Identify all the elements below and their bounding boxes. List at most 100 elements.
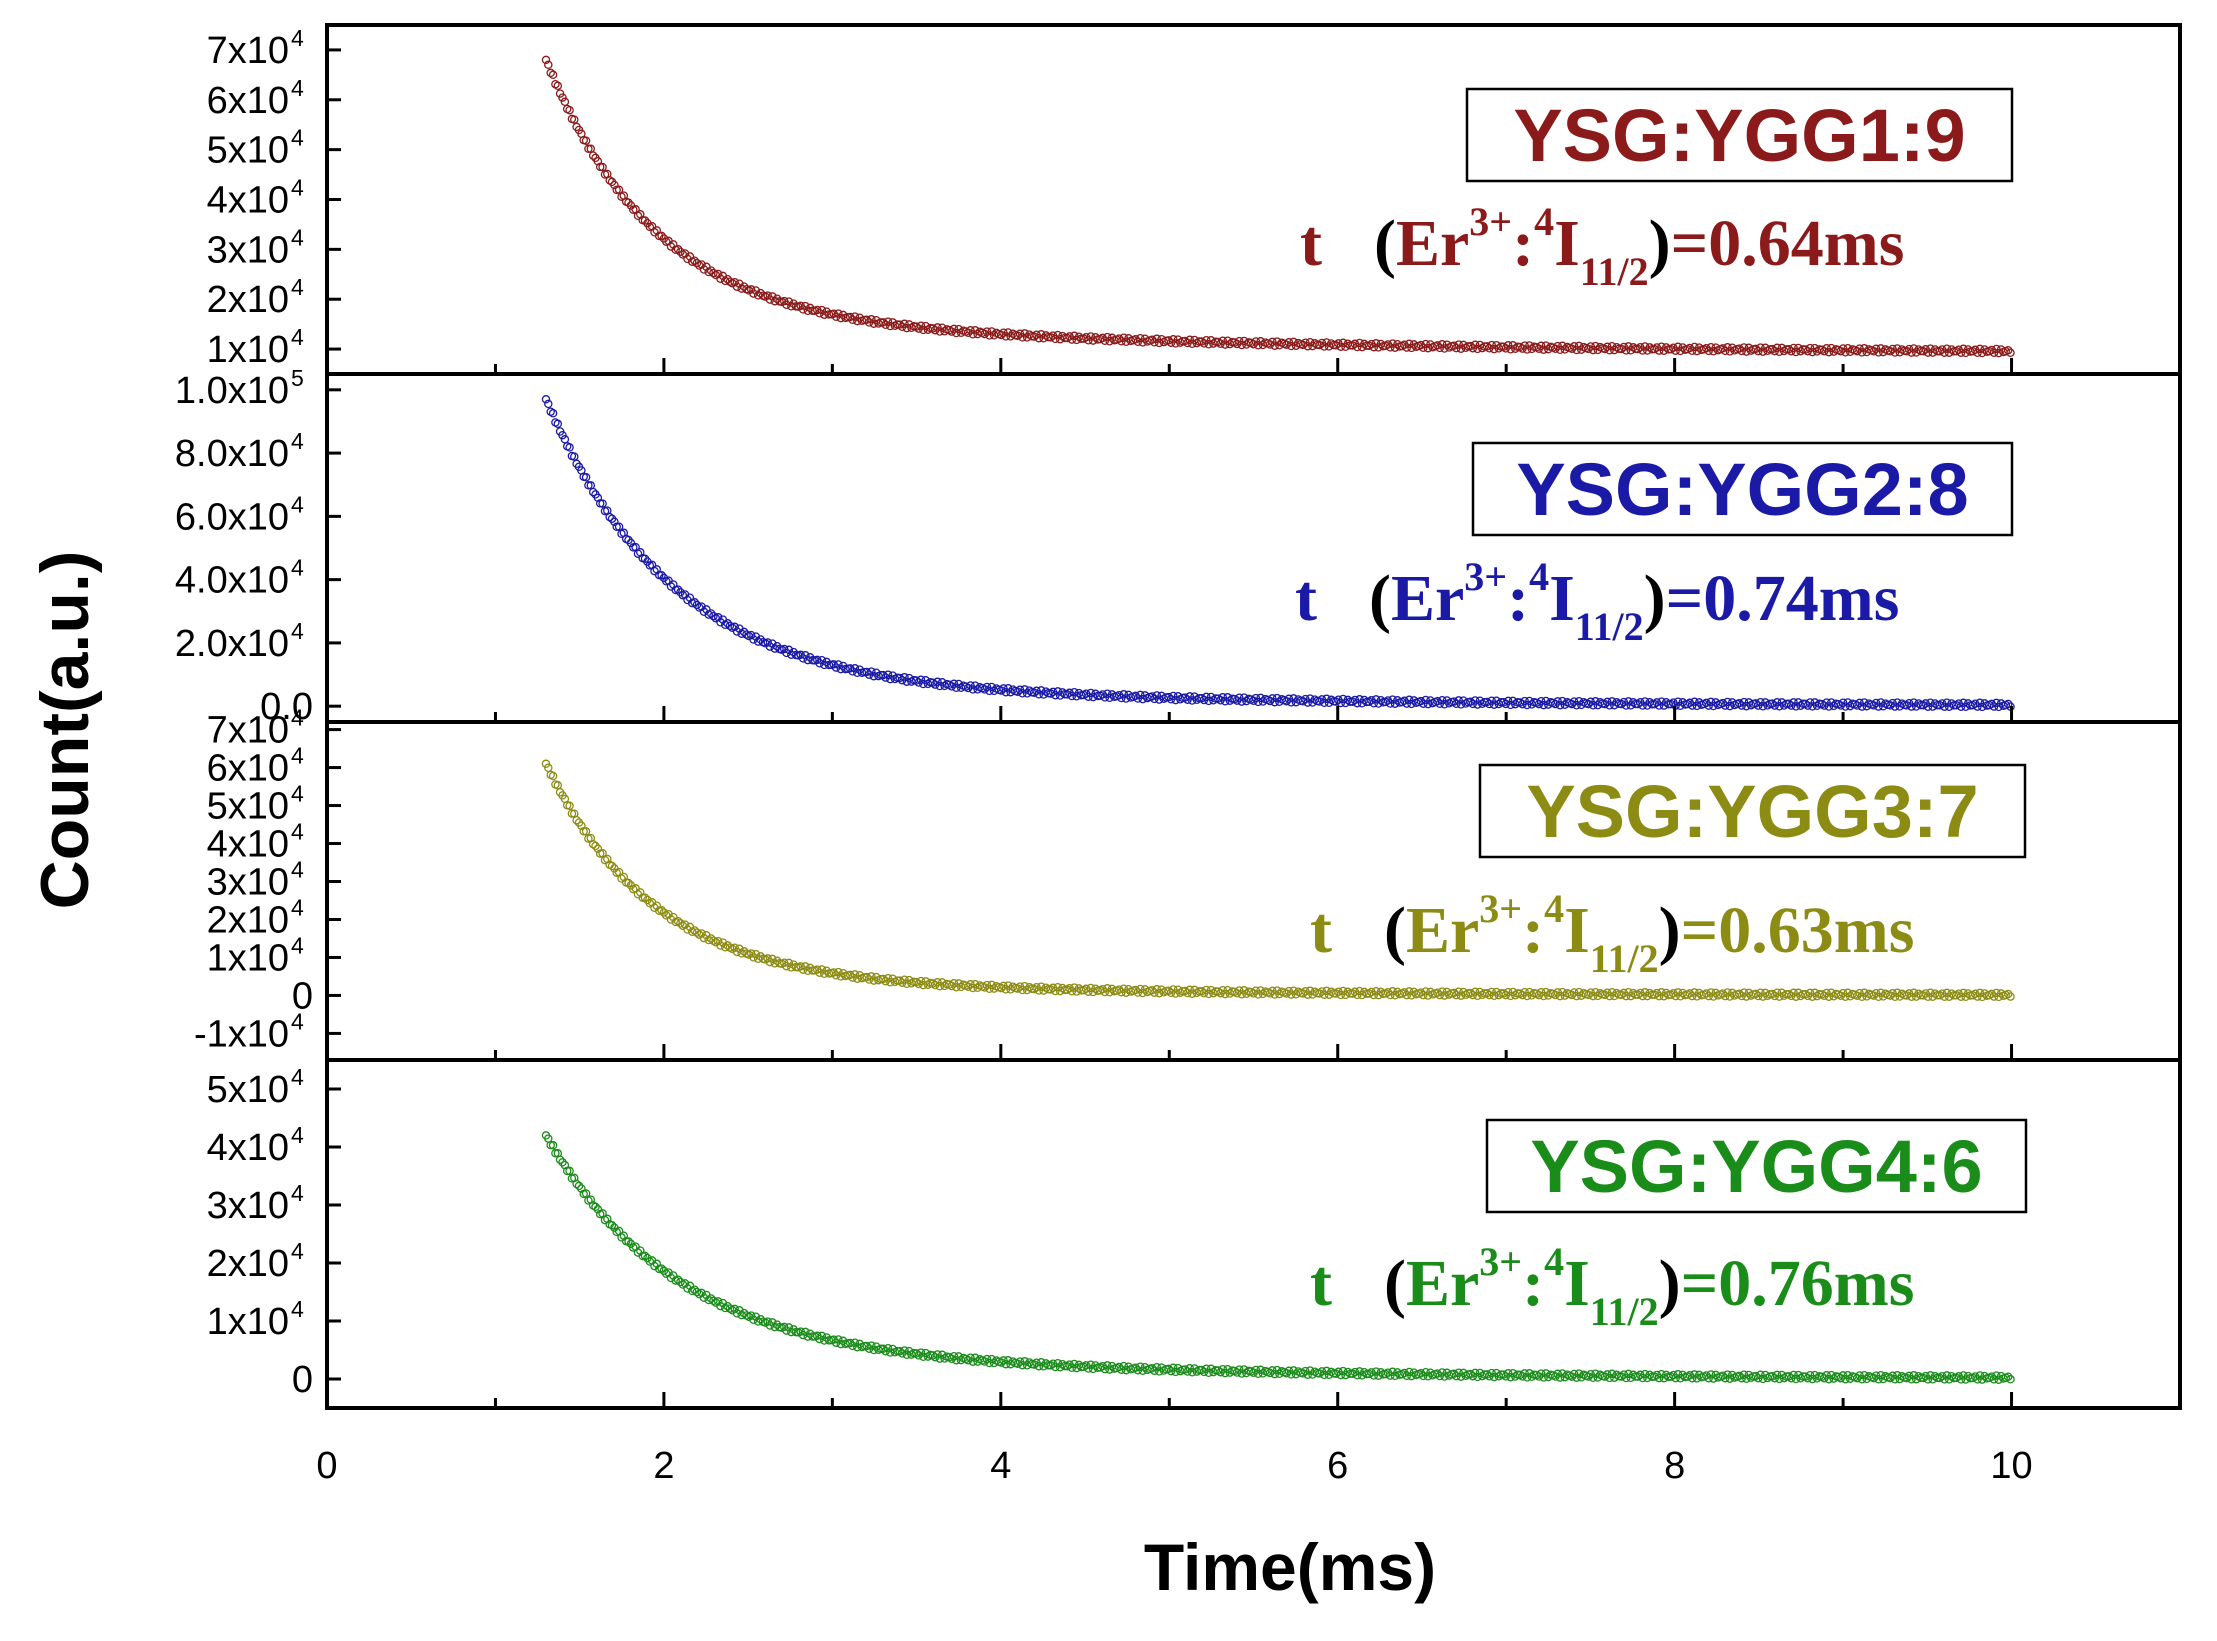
data-point	[850, 970, 860, 979]
data-point	[1801, 345, 1810, 354]
data-point	[1249, 339, 1258, 349]
data-point	[928, 678, 938, 687]
data-point	[1935, 346, 1945, 356]
data-point	[565, 105, 574, 115]
y-tick-label: 3x10	[207, 1185, 289, 1227]
data-point	[1919, 701, 1928, 710]
data-point	[706, 609, 716, 618]
data-point	[1114, 1362, 1124, 1372]
data-point	[933, 1350, 942, 1359]
data-point	[541, 395, 551, 404]
data-point	[900, 975, 909, 984]
data-point	[878, 974, 888, 984]
data-point	[1935, 700, 1945, 710]
data-point	[598, 162, 607, 172]
data-point	[1421, 695, 1430, 705]
data-point	[605, 176, 614, 185]
data-point	[1136, 1362, 1145, 1371]
data-point	[1633, 699, 1643, 709]
tau-symbol: t	[1295, 562, 1317, 635]
y-tick-exponent: 4	[291, 1008, 304, 1034]
data-point	[746, 285, 756, 294]
data-point	[588, 151, 598, 160]
data-point	[1270, 341, 1279, 350]
data-point	[1723, 1370, 1732, 1379]
x-tick-label: 2	[653, 1445, 674, 1487]
tau-sub: 11/2	[1590, 1289, 1659, 1334]
data-point	[1147, 335, 1157, 345]
data-point	[1169, 1363, 1178, 1373]
data-point	[570, 452, 579, 461]
data-point	[1197, 1365, 1206, 1375]
data-point	[1466, 697, 1475, 707]
data-point	[1213, 337, 1223, 347]
data-point	[1718, 698, 1728, 708]
data-point	[1482, 342, 1492, 351]
data-point	[1315, 989, 1324, 998]
data-point	[1633, 344, 1643, 354]
data-point	[1482, 988, 1492, 998]
y-tick-label: 6.0x10	[175, 496, 289, 538]
data-point	[730, 277, 739, 287]
data-point	[692, 258, 702, 268]
data-point	[1768, 344, 1777, 354]
data-point	[945, 325, 954, 335]
y-tick-exponent: 4	[291, 705, 304, 731]
data-point	[1421, 339, 1430, 349]
data-point	[605, 512, 614, 522]
data-point	[735, 1306, 744, 1315]
data-point	[2006, 348, 2015, 358]
data-point	[1282, 989, 1291, 998]
y-tick-exponent: 4	[291, 274, 304, 300]
data-point	[817, 305, 827, 315]
data-point	[1902, 991, 1912, 1000]
data-point	[768, 292, 777, 301]
data-point	[692, 928, 702, 937]
data-point	[1784, 989, 1794, 999]
data-point	[862, 1341, 871, 1351]
tau-sup-level: 4	[1534, 199, 1554, 244]
data-point	[1739, 697, 1749, 707]
data-point	[867, 667, 876, 676]
y-tick-exponent: 4	[291, 932, 304, 958]
data-point	[801, 301, 810, 311]
tau-er: Er	[1406, 1247, 1479, 1320]
y-tick-label: 2x10	[207, 279, 289, 321]
data-point	[555, 1155, 565, 1164]
data-point	[1449, 1369, 1459, 1379]
data-point	[680, 920, 690, 929]
data-point	[1756, 1370, 1765, 1380]
data-point	[669, 580, 678, 589]
data-point	[768, 639, 777, 648]
data-point	[1751, 699, 1761, 708]
data-point	[817, 1331, 827, 1341]
series-YSG:YGG3:7	[541, 759, 2015, 1002]
y-tick-exponent: 4	[291, 1122, 304, 1148]
data-point	[1857, 702, 1867, 711]
tau-close-paren: )	[1659, 894, 1681, 967]
tau-colon: :	[1512, 207, 1534, 280]
y-tick-label: 8.0x10	[175, 433, 289, 475]
tau-level: I	[1564, 1247, 1590, 1320]
tau-close-paren: )	[1659, 1247, 1681, 1320]
data-point	[878, 670, 888, 680]
data-point	[900, 319, 909, 329]
data-points	[541, 55, 2015, 1384]
data-point	[1147, 1364, 1157, 1373]
data-point	[1551, 344, 1560, 354]
data-point	[669, 1271, 678, 1280]
data-point	[1975, 1371, 1985, 1380]
data-point	[1702, 1371, 1711, 1380]
legend-title: YSG:YGG1:9	[1513, 94, 1965, 177]
data-point	[1499, 989, 1508, 998]
data-point	[1303, 1370, 1312, 1379]
data-point	[1331, 341, 1341, 350]
data-point	[1164, 336, 1173, 345]
data-point	[1070, 687, 1079, 697]
data-point	[963, 328, 973, 338]
data-point	[751, 1312, 761, 1321]
tau-sup-level: 4	[1529, 554, 1549, 599]
data-point	[1282, 696, 1291, 706]
data-point	[1539, 345, 1548, 354]
data-point	[588, 487, 598, 497]
